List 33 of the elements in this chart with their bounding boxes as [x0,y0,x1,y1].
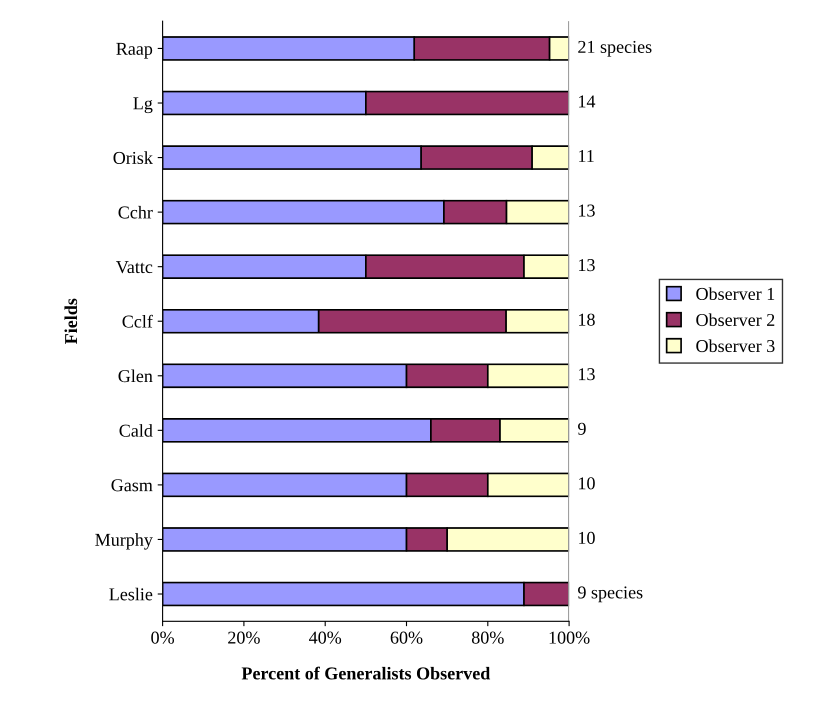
text: 13 [579,368,595,380]
y-tick-label: Leslie [109,588,152,600]
x-tick-label: 40% [309,632,342,644]
x-tick-label: 20% [228,632,260,644]
text: 11 [579,150,594,162]
text: 13 [579,259,595,272]
y-tick-label: Vattc [116,261,152,274]
y-tick-label: Cald [120,424,153,437]
legend-label: Observer 1 [696,287,774,300]
y-tick-label: Cchr [118,206,153,219]
y-tick-label: Cclf [122,314,153,328]
text: 21 species [578,40,652,57]
x-tick-label: 0% [151,632,174,644]
text: 18 [579,314,595,326]
y-tick-label: Gasm [111,479,153,492]
y-tick-label: Murphy [95,533,153,550]
text: 10 [579,532,595,544]
y-tick-label: Glen [118,370,153,382]
legend-label: Observer 3 [696,339,775,352]
legend-label: Observer 2 [696,313,774,326]
y-tick-label: Raap [116,42,152,59]
y-axis-title: Fields [64,298,78,344]
y-tick-label: Orisk [113,151,153,164]
y-tick-label: Lg [133,97,153,114]
x-tick-label: 60% [390,632,422,644]
x-tick-label: 80% [472,632,504,644]
text: 14 [579,95,596,108]
text: 9 [578,422,586,435]
x-axis-title: Percent of Generalists Observed [242,666,490,680]
text: 13 [579,204,595,217]
text: 10 [579,477,595,490]
text: 9 species [578,586,642,602]
x-tick-label: 100% [550,632,590,644]
